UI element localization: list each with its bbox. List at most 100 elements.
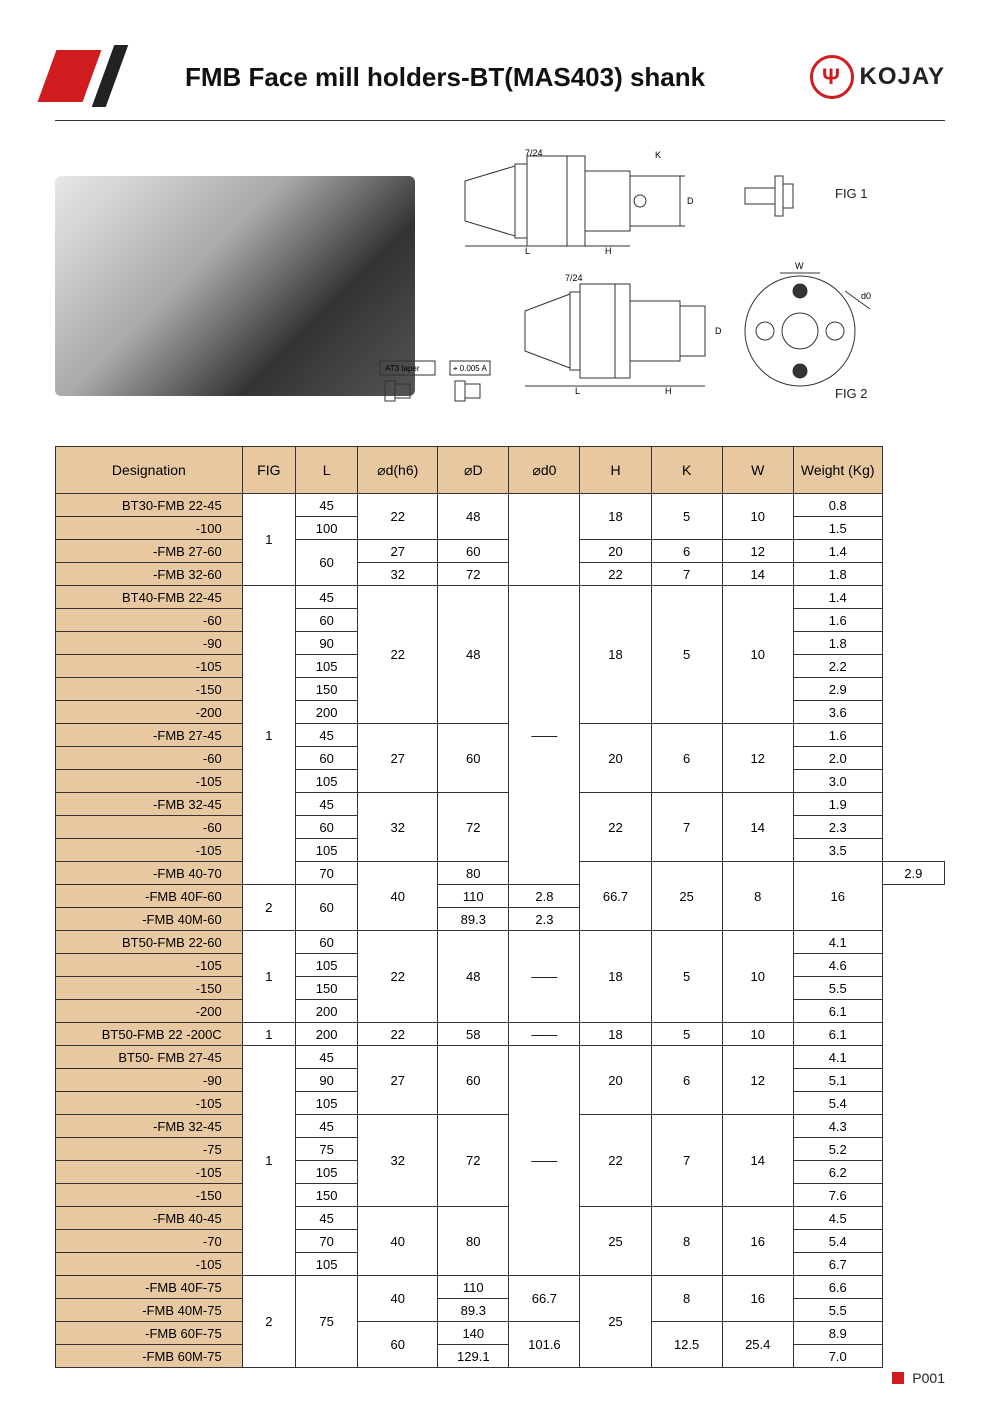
cell-l: 150 <box>296 678 358 701</box>
cell-wt: 3.5 <box>793 839 882 862</box>
cell-wt: 6.6 <box>793 1276 882 1299</box>
cell-l: 105 <box>296 1092 358 1115</box>
cell-H: 25 <box>580 1207 651 1276</box>
table-row: -FMB 32-45453272227144.3 <box>56 1115 945 1138</box>
cell-l: 100 <box>296 517 358 540</box>
cell-l: 60 <box>296 931 358 954</box>
cell-wt: 1.4 <box>793 540 882 563</box>
table-row: -FMB 27-45452760206121.6 <box>56 724 945 747</box>
cell-d: BT30-FMB 22-45 <box>56 494 243 517</box>
cell-dh: 40 <box>358 1207 438 1276</box>
cell-d: -FMB 32-60 <box>56 563 243 586</box>
cell-wt: 1.8 <box>793 563 882 586</box>
cell-wt: 6.1 <box>793 1023 882 1046</box>
cell-l: 75 <box>296 1276 358 1368</box>
cell-f: 1 <box>242 931 295 1023</box>
cell-H: 18 <box>580 1023 651 1046</box>
cell-W: 10 <box>722 586 793 724</box>
svg-text:⌖ 0.005 A: ⌖ 0.005 A <box>453 364 488 373</box>
cell-l: 105 <box>296 770 358 793</box>
cell-d0: —— <box>509 586 580 885</box>
cell-wt: 4.1 <box>793 1046 882 1069</box>
cell-W: 16 <box>722 1276 793 1322</box>
cell-H: 25 <box>580 1276 651 1368</box>
cell-l: 200 <box>296 1000 358 1023</box>
cell-d: -150 <box>56 977 243 1000</box>
col-header: Designation <box>56 447 243 494</box>
cell-D: 110 <box>438 885 509 908</box>
cell-f: 2 <box>242 1276 295 1368</box>
cell-d: -FMB 27-60 <box>56 540 243 563</box>
cell-H: 25 <box>651 862 722 931</box>
cell-H: 22 <box>580 793 651 862</box>
cell-wt: 2.8 <box>509 885 580 908</box>
cell-H: 20 <box>580 540 651 563</box>
accent-red <box>38 50 102 102</box>
cell-wt: 1.6 <box>793 609 882 632</box>
cell-l: 90 <box>296 1069 358 1092</box>
cell-K: 6 <box>651 724 722 793</box>
cell-W: 16 <box>793 862 882 931</box>
col-header: ⌀D <box>438 447 509 494</box>
cell-W: 14 <box>722 563 793 586</box>
cell-K: 5 <box>651 931 722 1023</box>
col-header: L <box>296 447 358 494</box>
brand-logo: Ψ KOJAY <box>810 55 945 99</box>
cell-d0: 66.7 <box>580 862 651 931</box>
specification-table: DesignationFIGL⌀d(h6)⌀D⌀d0HKWWeight (Kg)… <box>55 446 945 1368</box>
cell-l: 150 <box>296 1184 358 1207</box>
cell-K: 6 <box>651 540 722 563</box>
table-row: -FMB 60M-75129.17.0 <box>56 1345 945 1368</box>
cell-D: 48 <box>438 494 509 540</box>
cell-wt: 1.5 <box>793 517 882 540</box>
cell-dh: 22 <box>358 494 438 540</box>
svg-text:L: L <box>525 246 530 256</box>
svg-text:W: W <box>795 261 804 271</box>
cell-W: 16 <box>722 1207 793 1276</box>
cell-d: -FMB 40M-75 <box>56 1299 243 1322</box>
cell-wt: 5.4 <box>793 1230 882 1253</box>
cell-K: 5 <box>651 1023 722 1046</box>
cell-D: 140 <box>438 1322 509 1345</box>
cell-d: -105 <box>56 1161 243 1184</box>
cell-dh: 27 <box>358 1046 438 1115</box>
table-header-row: DesignationFIGL⌀d(h6)⌀D⌀d0HKWWeight (Kg) <box>56 447 945 494</box>
cell-l: 60 <box>296 747 358 770</box>
diagram-fig1-bolt <box>735 166 815 226</box>
cell-l: 45 <box>296 586 358 609</box>
cell-l: 45 <box>296 494 358 517</box>
col-header: W <box>722 447 793 494</box>
table-row: -FMB 40-7070408066.7258162.9 <box>56 862 945 885</box>
svg-text:AT3 taper: AT3 taper <box>385 364 420 373</box>
cell-d: -70 <box>56 1230 243 1253</box>
cell-l: 45 <box>296 1046 358 1069</box>
cell-l: 70 <box>296 862 358 885</box>
cell-H: 22 <box>580 563 651 586</box>
svg-text:D: D <box>715 326 722 336</box>
table-row: BT50-FMB 22 -200C12002258——185106.1 <box>56 1023 945 1046</box>
cell-W: 12 <box>722 540 793 563</box>
cell-H: 22 <box>580 1115 651 1207</box>
cell-W: 12 <box>722 724 793 793</box>
cell-d: -105 <box>56 839 243 862</box>
cell-K: 8 <box>722 862 793 931</box>
cell-dh: 32 <box>358 1115 438 1207</box>
cell-f: 1 <box>242 1023 295 1046</box>
col-header: ⌀d(h6) <box>358 447 438 494</box>
svg-text:7/24: 7/24 <box>525 148 543 158</box>
cell-D: 80 <box>438 1207 509 1276</box>
cell-wt: 2.3 <box>793 816 882 839</box>
table-row: -FMB 40-45454080258164.5 <box>56 1207 945 1230</box>
cell-d: -100 <box>56 517 243 540</box>
cell-d: BT50- FMB 27-45 <box>56 1046 243 1069</box>
page-title: FMB Face mill holders-BT(MAS403) shank <box>185 62 705 93</box>
page-number: P001 <box>912 1370 945 1386</box>
table-row: -FMB 27-60602760206121.4 <box>56 540 945 563</box>
table-row: BT50-FMB 22-601602248——185104.1 <box>56 931 945 954</box>
cell-f: 1 <box>242 494 295 586</box>
cell-wt: 1.8 <box>793 632 882 655</box>
table-row: -FMB 32-603272227141.8 <box>56 563 945 586</box>
cell-K: 7 <box>651 1115 722 1207</box>
cell-d0: 101.6 <box>509 1322 580 1368</box>
cell-dh: 22 <box>358 586 438 724</box>
